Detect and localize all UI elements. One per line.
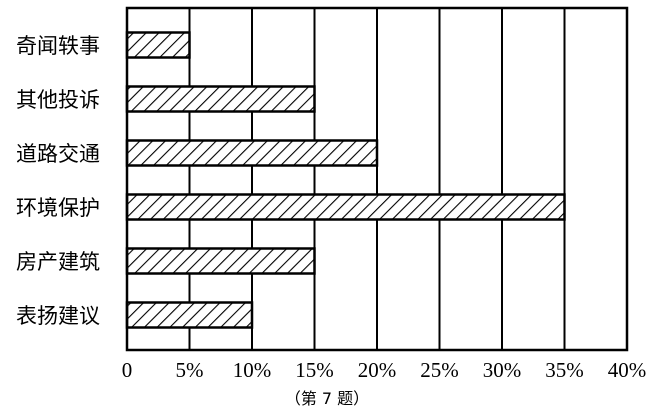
bar (125, 139, 379, 167)
bar (125, 31, 191, 59)
tick-label: 30% (483, 358, 522, 382)
tick-label: 5% (176, 358, 204, 382)
category-label: 奇闻轶事 (16, 34, 100, 58)
category-label: 环境保护 (16, 196, 100, 220)
bar (125, 301, 254, 329)
bars (125, 31, 566, 329)
tick-label: 40% (608, 358, 647, 382)
bar (125, 193, 566, 221)
bar (125, 247, 316, 275)
tick-label: 10% (233, 358, 272, 382)
tick-label: 15% (295, 358, 334, 382)
plot-border (125, 6, 629, 352)
bar (125, 85, 316, 113)
gridlines (188, 8, 566, 350)
tick-label: 25% (420, 358, 459, 382)
x-tick-labels: 0 5% 10% 15% 20% 25% 30% 35% 40% (122, 358, 647, 382)
category-label: 房产建筑 (16, 250, 100, 274)
tick-label: 35% (545, 358, 584, 382)
category-label: 道路交通 (16, 142, 100, 166)
plot-frame (125, 6, 629, 352)
category-label: 其他投诉 (16, 88, 100, 112)
category-label: 表扬建议 (16, 304, 100, 328)
chart-caption: （第 7 题） (285, 389, 369, 408)
tick-label: 0 (122, 358, 133, 382)
tick-label: 20% (358, 358, 397, 382)
